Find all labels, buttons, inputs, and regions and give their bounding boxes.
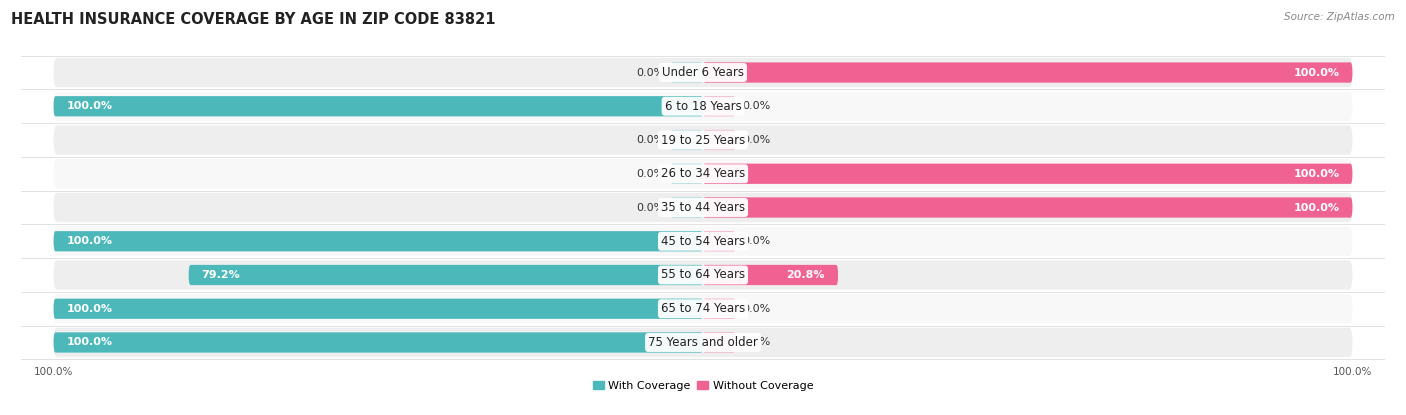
- FancyBboxPatch shape: [703, 198, 1353, 217]
- FancyBboxPatch shape: [703, 332, 735, 353]
- Text: HEALTH INSURANCE COVERAGE BY AGE IN ZIP CODE 83821: HEALTH INSURANCE COVERAGE BY AGE IN ZIP …: [11, 12, 496, 27]
- Text: 0.0%: 0.0%: [636, 135, 664, 145]
- Text: 100.0%: 100.0%: [66, 101, 112, 111]
- FancyBboxPatch shape: [703, 96, 735, 116]
- FancyBboxPatch shape: [53, 231, 703, 251]
- FancyBboxPatch shape: [671, 130, 703, 150]
- FancyBboxPatch shape: [53, 193, 1353, 222]
- FancyBboxPatch shape: [53, 299, 703, 319]
- FancyBboxPatch shape: [53, 260, 1353, 290]
- FancyBboxPatch shape: [53, 294, 1353, 323]
- Text: 0.0%: 0.0%: [742, 304, 770, 314]
- Text: 0.0%: 0.0%: [636, 169, 664, 179]
- Text: 79.2%: 79.2%: [201, 270, 240, 280]
- Text: Under 6 Years: Under 6 Years: [662, 66, 744, 79]
- Text: 100.0%: 100.0%: [66, 236, 112, 246]
- Text: 0.0%: 0.0%: [636, 203, 664, 212]
- FancyBboxPatch shape: [703, 299, 735, 319]
- Text: 26 to 34 Years: 26 to 34 Years: [661, 167, 745, 180]
- Text: 6 to 18 Years: 6 to 18 Years: [665, 100, 741, 113]
- Text: 0.0%: 0.0%: [742, 236, 770, 246]
- FancyBboxPatch shape: [53, 58, 1353, 87]
- Text: 0.0%: 0.0%: [636, 68, 664, 78]
- FancyBboxPatch shape: [703, 231, 735, 251]
- FancyBboxPatch shape: [53, 96, 703, 116]
- FancyBboxPatch shape: [703, 130, 735, 150]
- Text: 55 to 64 Years: 55 to 64 Years: [661, 269, 745, 281]
- Text: 100.0%: 100.0%: [66, 304, 112, 314]
- FancyBboxPatch shape: [53, 227, 1353, 256]
- FancyBboxPatch shape: [703, 265, 838, 285]
- Text: 100.0%: 100.0%: [1294, 68, 1340, 78]
- Text: 35 to 44 Years: 35 to 44 Years: [661, 201, 745, 214]
- FancyBboxPatch shape: [671, 198, 703, 217]
- FancyBboxPatch shape: [53, 125, 1353, 155]
- Text: Source: ZipAtlas.com: Source: ZipAtlas.com: [1284, 12, 1395, 22]
- Text: 0.0%: 0.0%: [742, 337, 770, 347]
- Text: 20.8%: 20.8%: [786, 270, 825, 280]
- Text: 65 to 74 Years: 65 to 74 Years: [661, 302, 745, 315]
- FancyBboxPatch shape: [703, 164, 1353, 184]
- FancyBboxPatch shape: [53, 328, 1353, 357]
- Text: 100.0%: 100.0%: [1294, 169, 1340, 179]
- FancyBboxPatch shape: [53, 332, 703, 353]
- FancyBboxPatch shape: [188, 265, 703, 285]
- FancyBboxPatch shape: [671, 62, 703, 83]
- FancyBboxPatch shape: [53, 92, 1353, 121]
- FancyBboxPatch shape: [671, 164, 703, 184]
- Text: 100.0%: 100.0%: [66, 337, 112, 347]
- Text: 0.0%: 0.0%: [742, 101, 770, 111]
- FancyBboxPatch shape: [703, 62, 1353, 83]
- Text: 100.0%: 100.0%: [1294, 203, 1340, 212]
- Text: 75 Years and older: 75 Years and older: [648, 336, 758, 349]
- Text: 0.0%: 0.0%: [742, 135, 770, 145]
- Text: 19 to 25 Years: 19 to 25 Years: [661, 134, 745, 146]
- Text: 45 to 54 Years: 45 to 54 Years: [661, 235, 745, 248]
- Legend: With Coverage, Without Coverage: With Coverage, Without Coverage: [588, 376, 818, 395]
- FancyBboxPatch shape: [53, 159, 1353, 188]
